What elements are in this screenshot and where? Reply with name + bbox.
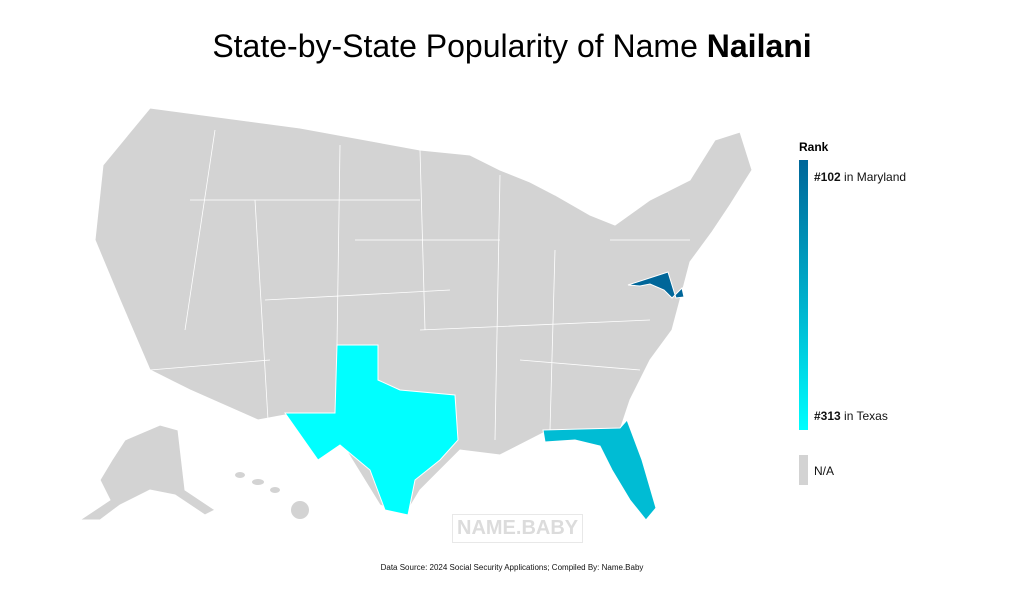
watermark-logo: NAME.BABY	[452, 514, 584, 543]
page-title: State-by-State Popularity of Name Nailan…	[212, 28, 812, 64]
state-maryland[interactable]	[627, 271, 685, 299]
legend-bottom-label: #313 in Texas	[814, 409, 888, 423]
legend-color-bar	[799, 160, 808, 430]
footer-source: Data Source: 2024 Social Security Applic…	[380, 563, 644, 572]
legend-na-swatch	[799, 455, 808, 485]
state-hawaii	[235, 472, 309, 519]
state-texas[interactable]	[284, 344, 459, 516]
state-borders	[149, 129, 690, 441]
legend-title: Rank	[799, 140, 829, 154]
legend-na-label: N/A	[814, 464, 835, 478]
state-florida[interactable]	[542, 419, 657, 521]
state-alaska	[78, 424, 216, 521]
legend-top-label: #102 in Maryland	[814, 170, 907, 184]
